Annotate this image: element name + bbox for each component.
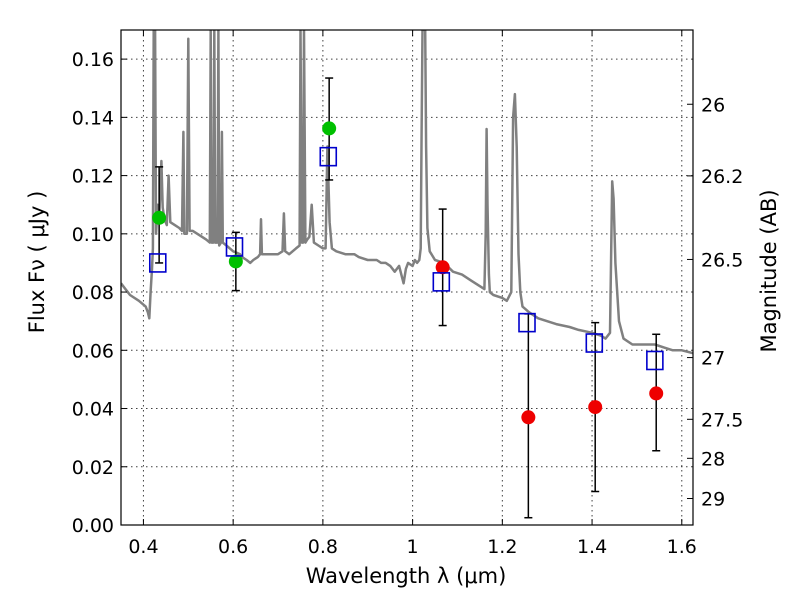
observed-flux-point — [649, 386, 664, 401]
y-tick-label: 0.06 — [72, 340, 114, 362]
model-square-marker — [585, 333, 604, 353]
y-tick-label: 0.16 — [72, 49, 114, 71]
template-spectrum-line — [121, 30, 693, 355]
y2-tick-label: 28 — [701, 448, 725, 470]
x-tick-label: 1.2 — [487, 536, 517, 558]
x-tick-label: 0.8 — [308, 536, 338, 558]
y-axis-label: Flux Fν ( μJy ) — [25, 191, 49, 334]
x-axis-label: Wavelength λ (μm) — [306, 564, 507, 588]
observed-flux-point — [228, 254, 243, 269]
y-tick-label: 0.10 — [72, 224, 114, 246]
y2-tick-label: 26.2 — [701, 166, 743, 188]
observed-flux-point — [152, 210, 167, 225]
y-tick-label: 0.00 — [72, 515, 114, 537]
axis-ticks: 0.4 0.6 0.8 1 1.2 1.4 1.6 0.00 0.02 0.04 0.06 0.08 0… — [72, 30, 743, 558]
x-tick-label: 0.6 — [218, 536, 248, 558]
model-square-marker — [432, 272, 451, 292]
x-tick-label: 1.4 — [577, 536, 607, 558]
y2-tick-label: 27.5 — [701, 409, 743, 431]
y-tick-label: 0.14 — [72, 107, 114, 129]
y-tick-label: 0.04 — [72, 399, 114, 421]
y2-axis-label: Magnitude (AB) — [757, 189, 781, 352]
y2-tick-label: 29 — [701, 489, 725, 511]
observed-flux-point — [322, 121, 337, 136]
model-square-marker — [518, 312, 536, 333]
y-tick-label: 0.08 — [72, 282, 114, 304]
model-square-marker — [148, 253, 167, 273]
model-square-marker — [319, 146, 338, 167]
x-tick-label: 0.4 — [128, 536, 158, 558]
model-square-marker — [225, 237, 244, 257]
observed-flux-point — [588, 400, 603, 415]
y2-tick-label: 26 — [701, 94, 725, 116]
y-tick-label: 0.02 — [72, 457, 114, 479]
model-square-marker — [646, 350, 664, 371]
photometry-markers — [148, 121, 664, 425]
y2-tick-label: 27 — [701, 348, 725, 370]
plot-background — [121, 30, 693, 525]
plot-frame — [120, 29, 694, 526]
observed-flux-point — [435, 260, 450, 275]
template-spectrum — [121, 30, 693, 355]
observed-flux-point — [521, 410, 536, 425]
y2-tick-label: 26.5 — [701, 249, 743, 271]
x-tick-label: 1.6 — [667, 536, 697, 558]
x-tick-label: 1 — [407, 536, 419, 558]
grid-lines — [121, 30, 693, 526]
y-tick-label: 0.12 — [72, 166, 114, 188]
